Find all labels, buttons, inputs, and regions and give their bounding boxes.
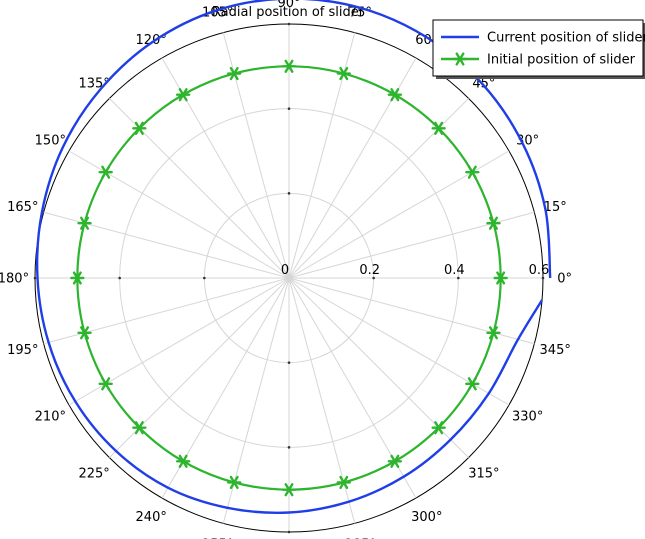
series-point <box>387 88 403 102</box>
polar-grid <box>33 22 545 534</box>
series-point <box>493 271 508 285</box>
axis-tick <box>203 276 206 280</box>
radial-tick-labels: 0 0.2 0.4 0.6 <box>281 263 549 278</box>
legend-item: Current position of slider <box>441 31 645 46</box>
angle-tick-label: 30° <box>516 134 539 149</box>
radial-tick-label: 0.2 <box>359 263 380 278</box>
series-point <box>132 121 147 135</box>
radial-tick-label: 0.4 <box>444 263 465 278</box>
angle-tick-label: 255° <box>202 538 233 539</box>
series-point <box>431 421 446 435</box>
angle-tick-label: 0° <box>557 272 572 287</box>
axis-tick <box>287 361 291 364</box>
axis-tick <box>118 276 121 280</box>
series-line <box>35 0 552 514</box>
axis-tick <box>287 446 291 449</box>
legend: Current position of slider Initial positi… <box>432 19 645 79</box>
angle-tick-label: 210° <box>35 409 66 424</box>
angle-tick-label: 330° <box>512 409 543 424</box>
series-layer <box>35 0 552 514</box>
axis-tick <box>287 107 291 110</box>
series-point <box>465 165 480 179</box>
series-point <box>98 377 113 391</box>
series-point <box>336 475 351 490</box>
angle-tick-label: 165° <box>7 200 38 215</box>
series-point <box>77 216 92 230</box>
angle-tick-label: 105° <box>202 5 233 20</box>
angle-tick-label: 195° <box>7 343 38 358</box>
axis-tick <box>541 276 545 280</box>
angular-grid-line <box>68 277 290 406</box>
legend-box <box>432 19 644 77</box>
chart-title: Radial position of slider <box>212 5 365 20</box>
axis-tick <box>33 276 37 280</box>
angle-tick-label: 345° <box>540 343 571 358</box>
axis-tick <box>287 192 291 195</box>
series-point <box>70 271 85 285</box>
angle-tick-label: 90° <box>277 0 300 11</box>
series-point <box>175 88 191 102</box>
axis-tick <box>287 530 291 534</box>
angle-tick-label: 180° <box>0 272 29 287</box>
series-point <box>98 165 113 179</box>
angular-grid-line <box>68 150 290 279</box>
angular-grid-line <box>288 150 510 279</box>
angle-tick-label: 285° <box>345 538 376 539</box>
series-point <box>486 216 501 230</box>
legend-label: Current position of slider <box>487 31 645 46</box>
series-point <box>431 121 446 135</box>
series-current-position <box>35 0 552 514</box>
series-point <box>77 326 92 340</box>
radial-tick-label: 0 <box>281 263 289 278</box>
angle-tick-label: 300° <box>411 510 442 525</box>
series-point <box>132 421 147 435</box>
series-point <box>486 326 501 340</box>
angle-tick-label: 240° <box>136 510 167 525</box>
radial-tick-label: 0.6 <box>529 263 550 278</box>
angle-tick-label: 225° <box>78 466 109 481</box>
series-point <box>227 475 242 490</box>
axis-tick <box>457 276 460 280</box>
legend-label: Initial position of slider <box>487 53 636 68</box>
series-point <box>387 454 403 468</box>
axis-tick <box>287 22 291 26</box>
series-point <box>227 66 242 81</box>
series-point <box>175 454 191 468</box>
angle-tick-label: 315° <box>468 466 499 481</box>
axis-tick <box>372 276 375 280</box>
series-initial-position <box>70 59 508 497</box>
angular-grid-line <box>288 277 510 406</box>
series-point <box>281 59 297 73</box>
angle-tick-label: 150° <box>35 134 66 149</box>
angle-tick-label: 15° <box>544 200 567 215</box>
legend-item: Initial position of slider <box>441 52 636 68</box>
series-point <box>465 377 480 391</box>
series-point <box>281 483 297 497</box>
series-point <box>336 66 351 81</box>
